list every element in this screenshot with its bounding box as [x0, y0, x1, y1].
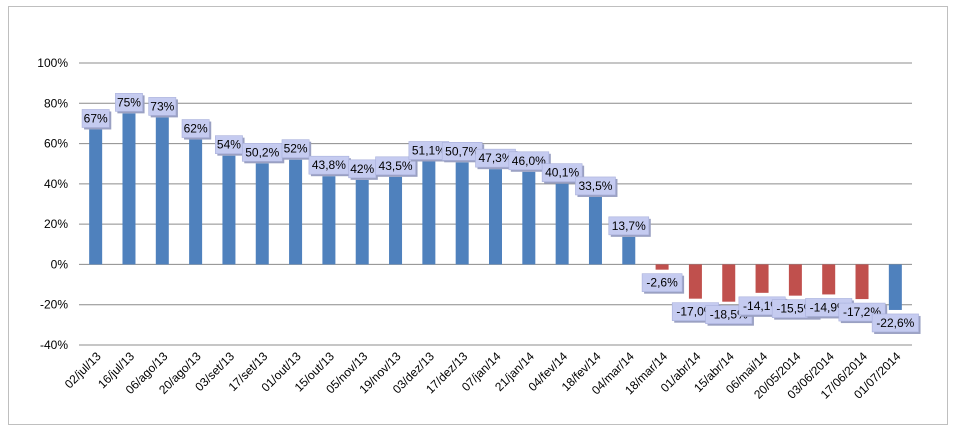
data-label: -2,6% [641, 273, 685, 294]
bar [222, 155, 236, 265]
data-label: 75% [115, 93, 145, 114]
data-label-box [281, 139, 310, 158]
data-label: 73% [148, 97, 178, 118]
data-label-text: 54% [217, 138, 241, 152]
bar [189, 139, 203, 265]
data-label-text: 67% [84, 111, 108, 125]
bar [788, 264, 802, 296]
data-label-text: 75% [117, 95, 141, 109]
data-label-text: 42% [350, 162, 374, 176]
data-label-text: 50,2% [245, 145, 279, 159]
data-label: 50,2% [241, 143, 285, 164]
bar [89, 129, 103, 265]
data-label-box [81, 109, 110, 128]
data-label-box [575, 176, 616, 196]
y-tick-label: 20% [44, 217, 68, 231]
data-label: 43,8% [308, 155, 351, 177]
data-label-box [181, 119, 210, 138]
data-label-box [641, 273, 683, 292]
data-label-text: 47,3% [478, 151, 512, 165]
bar [822, 264, 836, 295]
bar [622, 236, 636, 265]
data-label-text: 33,5% [578, 179, 612, 193]
data-label: 51,1% [408, 141, 451, 162]
data-label: 43,5% [375, 156, 418, 177]
bar [322, 176, 336, 265]
data-label-text: -15,5% [776, 302, 814, 316]
data-label-text: 40,1% [545, 166, 579, 180]
data-label-box [871, 313, 919, 333]
data-label-box [375, 156, 416, 176]
data-label-text: -14,1% [743, 299, 781, 313]
data-label-text: 46,0% [512, 154, 546, 168]
data-label-text: 43,5% [379, 159, 413, 173]
bar [389, 176, 403, 265]
data-label: 46,0% [508, 151, 551, 172]
y-tick-label: -20% [40, 298, 68, 312]
data-label-text: 62% [184, 122, 208, 136]
bar [289, 159, 303, 265]
data-label-box [541, 163, 583, 182]
data-label-text: 13,7% [612, 219, 646, 233]
data-label-text: -17,2% [843, 305, 881, 319]
bar [422, 161, 436, 265]
data-label-text: -17,0% [676, 305, 714, 319]
data-label-box [508, 151, 550, 171]
bar [155, 117, 169, 265]
y-tick-label: 80% [44, 96, 68, 110]
y-tick-label: 60% [44, 137, 68, 151]
y-tick-label: 0% [51, 257, 69, 271]
data-label-text: -2,6% [646, 276, 678, 290]
data-label: 62% [181, 119, 212, 140]
bar [355, 179, 369, 265]
bar [755, 264, 769, 293]
bar [122, 113, 136, 265]
bar [888, 264, 902, 310]
data-label-text: -22,6% [876, 316, 914, 330]
data-label: 52% [281, 139, 312, 160]
data-label-text: 43,8% [312, 158, 346, 172]
data-label-box [608, 216, 650, 236]
data-label-box [115, 93, 143, 112]
data-label-text: 51,1% [412, 143, 446, 157]
data-label: 13,7% [608, 216, 651, 237]
data-label: 67% [81, 109, 112, 130]
data-label: 42% [348, 159, 378, 180]
data-label-text: 50,7% [445, 144, 479, 158]
bar [688, 264, 702, 299]
data-label-box [148, 97, 177, 116]
bar [588, 196, 602, 265]
y-tick-label: -40% [40, 338, 68, 352]
bar [489, 169, 502, 265]
data-label: 54% [215, 135, 245, 156]
data-label: 50,7% [441, 142, 485, 163]
data-label: 33,5% [575, 176, 618, 197]
data-label-text: -18,5% [710, 308, 748, 322]
data-label-text: 73% [150, 99, 174, 113]
data-label-text: 52% [284, 142, 308, 156]
data-label: 47,3% [475, 148, 518, 170]
data-label-text: -14,9% [810, 300, 848, 314]
bar [722, 264, 736, 302]
data-label: 40,1% [541, 163, 585, 184]
bar [555, 183, 569, 265]
data-label: -22,6% [871, 313, 921, 334]
bar [855, 264, 869, 300]
y-tick-label: 100% [37, 56, 68, 70]
bar [255, 163, 269, 265]
bar [522, 171, 536, 265]
bar [655, 264, 669, 270]
bar [455, 162, 469, 265]
y-tick-label: 40% [44, 177, 68, 191]
